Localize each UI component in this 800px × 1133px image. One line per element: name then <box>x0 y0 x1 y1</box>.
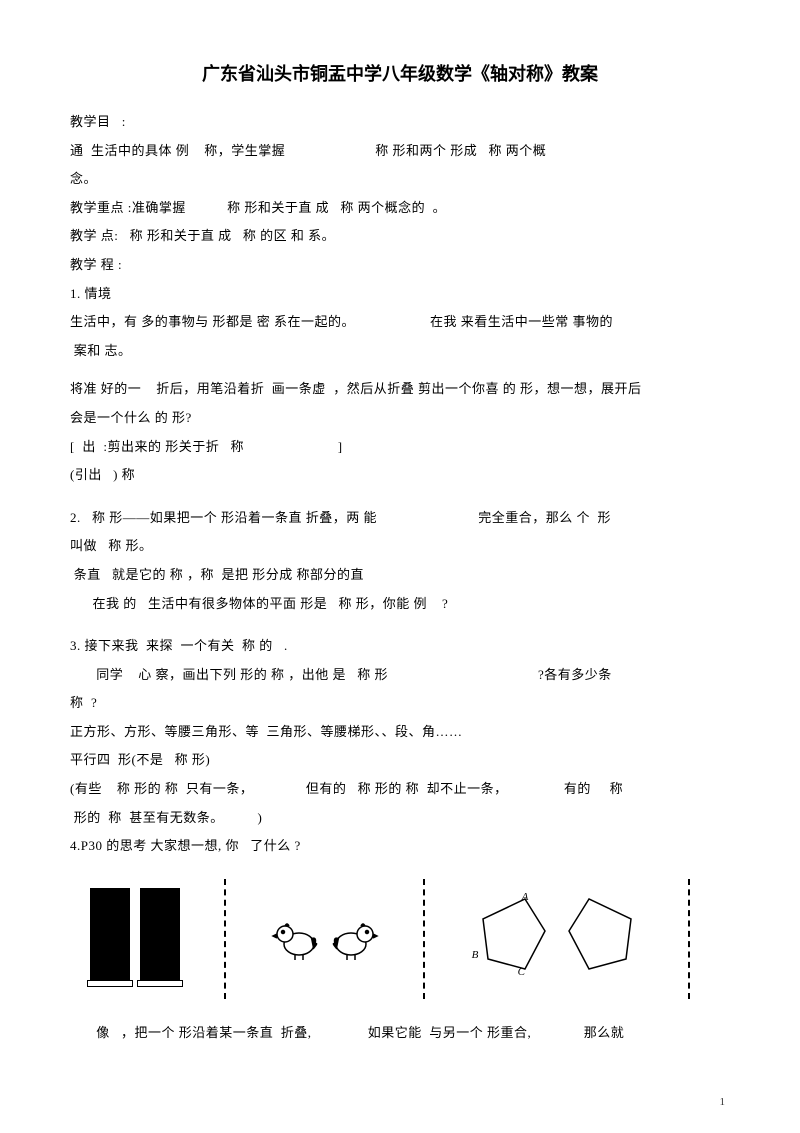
figure-row: A B C <box>90 879 690 999</box>
text-line: 形的 称 甚至有无数条。 ) <box>70 804 730 833</box>
text-line: 像 ，把一个 形沿着某一条直 折叠, 如果它能 与另一个 形重合, 那么就 <box>70 1019 730 1048</box>
chicken-pair-icon <box>271 914 379 964</box>
text-line: 称 ? <box>70 689 730 718</box>
dashed-axis-icon <box>688 879 690 999</box>
text-line: 叫做 称 形。 <box>70 532 730 561</box>
text-line: 案和 志。 <box>70 337 730 366</box>
page-number: 1 <box>720 1096 726 1108</box>
text-line: 同学 心 察，画出下列 形的 称 ，出他 是 称 形 ?各有多少条 <box>70 661 730 690</box>
rectangle-pair-icon <box>90 894 180 984</box>
text-line: 平行四 形(不是 称 形) <box>70 746 730 775</box>
text-line: 生活中，有 多的事物与 形都是 密 系在一起的。 在我 来看生活中一些常 事物的 <box>70 308 730 337</box>
text-line: [ 出 :剪出来的 形关于折 称 ] <box>70 433 730 462</box>
page-title: 广东省汕头市铜盂中学八年级数学《轴对称》教案 <box>70 60 730 86</box>
text-line: 正方形、方形、等腰三角形、等 三角形、等腰梯形、、段、角…… <box>70 718 730 747</box>
text-line: 4.P30 的思考 大家想一想, 你 了什么 ? <box>70 832 730 861</box>
text-line: 3. 接下来我 来探 一个有关 称 的 . <box>70 632 730 661</box>
text-line: 念。 <box>70 165 730 194</box>
text-line: 通 生活中的具体 例 称，学生掌握 称 形和两个 形成 称 两个概 <box>70 137 730 166</box>
text-line: 教学目 : <box>70 108 730 137</box>
label-c: C <box>518 966 525 978</box>
label-a: A <box>522 891 529 903</box>
text-line: 教学 程 : <box>70 251 730 280</box>
text-line: (有些 称 形的 称 只有一条， 但有的 称 形的 称 却不止一条， 有的 称 <box>70 775 730 804</box>
dashed-axis-icon <box>423 879 425 999</box>
text-line: 将准 好的一 折后，用笔沿着折 画一条虚 ，然后从折叠 剪出一个你喜 的 形，想… <box>70 375 730 404</box>
text-line: 2. 称 形——如果把一个 形沿着一条直 折叠，两 能 完全重合，那么 个 形 <box>70 504 730 533</box>
label-b: B <box>472 949 479 961</box>
text-line: 1. 情境 <box>70 280 730 309</box>
text-line: (引出 ) 称 <box>70 461 730 490</box>
text-line: 在我 的 生活中有很多物体的平面 形是 称 形，你能 例 ? <box>70 590 730 619</box>
pentagon-pair-icon: A B C <box>470 891 644 986</box>
dashed-axis-icon <box>224 879 226 999</box>
text-line: 教学重点 :准确掌握 称 形和关于直 成 称 两个概念的 。 <box>70 194 730 223</box>
text-line: 会是一个什么 的 形? <box>70 404 730 433</box>
text-line: 教学 点: 称 形和关于直 成 称 的区 和 系。 <box>70 222 730 251</box>
text-line: 条直 就是它的 称 ，称 是把 形分成 称部分的直 <box>70 561 730 590</box>
